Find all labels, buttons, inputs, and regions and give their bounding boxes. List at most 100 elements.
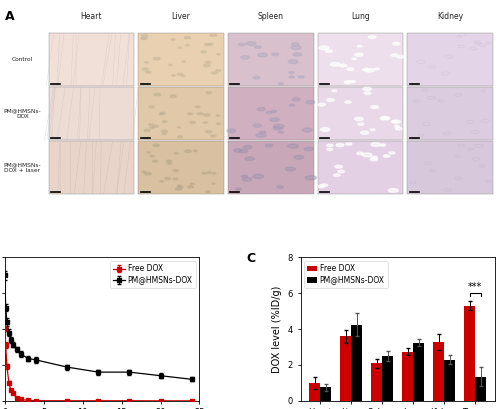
Circle shape [160, 112, 166, 114]
Circle shape [253, 76, 260, 79]
Circle shape [216, 70, 221, 72]
Circle shape [170, 95, 176, 97]
Circle shape [227, 129, 236, 133]
Circle shape [212, 183, 215, 184]
Circle shape [289, 76, 294, 78]
Circle shape [370, 158, 377, 161]
Circle shape [203, 122, 207, 124]
Circle shape [365, 69, 374, 72]
Circle shape [320, 128, 330, 131]
Circle shape [188, 113, 192, 115]
Circle shape [392, 120, 400, 123]
Circle shape [188, 186, 194, 188]
Circle shape [294, 155, 304, 159]
Circle shape [266, 144, 272, 147]
Bar [476, 377, 486, 401]
Circle shape [178, 47, 182, 48]
Circle shape [141, 37, 147, 40]
Circle shape [338, 171, 344, 173]
Circle shape [184, 150, 191, 153]
Bar [352, 325, 362, 401]
Circle shape [204, 44, 210, 45]
Circle shape [173, 178, 178, 180]
Text: ***: *** [468, 282, 482, 292]
Text: C: C [246, 252, 255, 265]
Circle shape [384, 155, 390, 157]
Circle shape [258, 53, 268, 57]
Circle shape [216, 115, 220, 116]
Bar [402, 351, 413, 401]
Circle shape [358, 123, 364, 125]
Legend: Free DOX, PM@HMSNs-DOX: Free DOX, PM@HMSNs-DOX [304, 261, 388, 288]
Circle shape [397, 55, 404, 58]
Circle shape [172, 75, 175, 76]
Circle shape [144, 129, 150, 132]
Text: Control: Control [12, 57, 33, 62]
Circle shape [204, 64, 210, 67]
Circle shape [357, 152, 363, 155]
Circle shape [174, 153, 178, 154]
Circle shape [327, 144, 333, 146]
FancyBboxPatch shape [408, 87, 493, 140]
Circle shape [327, 99, 334, 101]
Circle shape [206, 130, 212, 133]
Circle shape [321, 184, 328, 187]
Circle shape [168, 64, 172, 65]
Circle shape [176, 188, 182, 190]
Circle shape [246, 42, 256, 45]
FancyBboxPatch shape [48, 33, 134, 86]
Circle shape [330, 63, 340, 66]
Circle shape [371, 156, 378, 159]
FancyBboxPatch shape [138, 33, 224, 86]
Circle shape [142, 38, 145, 39]
Circle shape [277, 186, 283, 188]
Circle shape [211, 135, 216, 137]
Circle shape [216, 123, 220, 125]
Circle shape [178, 127, 180, 128]
Circle shape [152, 160, 158, 162]
Circle shape [290, 104, 294, 106]
Circle shape [177, 73, 183, 76]
Circle shape [178, 185, 181, 186]
Circle shape [362, 153, 372, 157]
Circle shape [291, 46, 301, 49]
Circle shape [173, 170, 178, 172]
Circle shape [392, 42, 400, 45]
Circle shape [340, 64, 347, 67]
Circle shape [164, 178, 170, 180]
Circle shape [286, 167, 296, 171]
Circle shape [335, 165, 342, 168]
Circle shape [289, 72, 294, 74]
Bar [310, 383, 320, 401]
Circle shape [190, 121, 196, 124]
Bar [340, 336, 351, 401]
Circle shape [142, 34, 148, 37]
Circle shape [352, 58, 356, 60]
Circle shape [292, 43, 299, 45]
Circle shape [152, 125, 158, 127]
Circle shape [190, 183, 194, 184]
Circle shape [210, 34, 216, 36]
Circle shape [149, 106, 154, 108]
Circle shape [304, 147, 314, 151]
Text: Kidney: Kidney [437, 12, 463, 21]
FancyBboxPatch shape [228, 142, 314, 194]
Circle shape [288, 60, 298, 63]
Circle shape [166, 160, 172, 162]
Circle shape [257, 108, 266, 111]
Circle shape [178, 186, 183, 188]
Circle shape [160, 114, 164, 115]
FancyBboxPatch shape [138, 87, 224, 140]
Circle shape [319, 46, 328, 49]
Text: Liver: Liver [172, 12, 190, 21]
FancyBboxPatch shape [48, 87, 134, 140]
Circle shape [217, 54, 220, 55]
Circle shape [206, 61, 211, 63]
FancyBboxPatch shape [138, 142, 224, 194]
Circle shape [160, 180, 164, 182]
Circle shape [194, 150, 198, 152]
Text: Heart: Heart [80, 12, 102, 21]
Circle shape [184, 36, 190, 39]
Circle shape [204, 114, 210, 116]
Circle shape [270, 110, 276, 112]
